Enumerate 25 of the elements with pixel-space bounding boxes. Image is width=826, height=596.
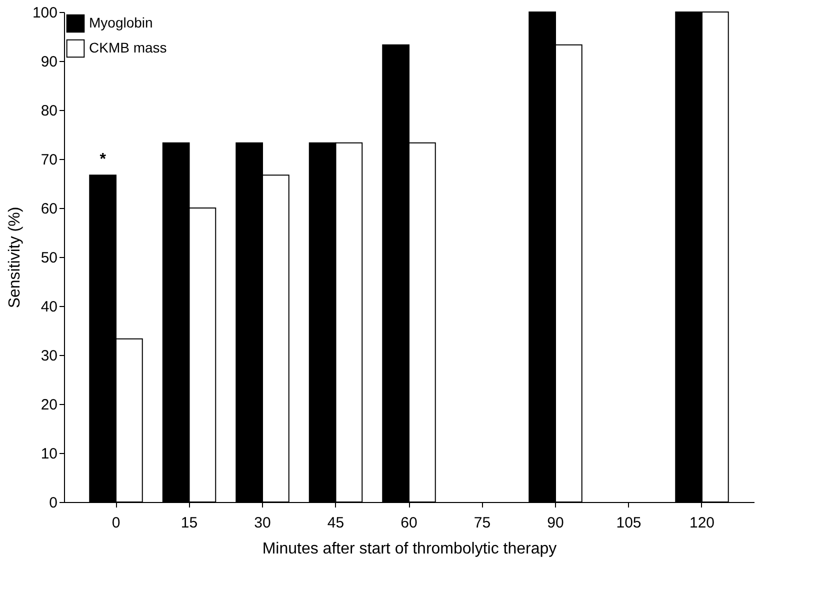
annotation: * bbox=[100, 151, 107, 168]
x-tick-label: 15 bbox=[180, 514, 198, 532]
y-tick-label: 80 bbox=[40, 102, 58, 120]
y-tick-label: 30 bbox=[40, 348, 58, 364]
x-tick-label: 45 bbox=[327, 514, 344, 532]
y-tick-label: 10 bbox=[40, 446, 58, 462]
y-axis-title: Sensitivity (%) bbox=[6, 206, 24, 308]
x-tick-label: 0 bbox=[112, 514, 120, 532]
x-axis-title: Minutes after start of thrombolytic therapy bbox=[262, 540, 557, 558]
y-tick-label: 60 bbox=[40, 200, 58, 218]
x-tick-label: 105 bbox=[616, 514, 642, 532]
x-tick-label: 120 bbox=[689, 514, 715, 532]
x-tick-label: 30 bbox=[254, 514, 271, 532]
x-tick-label: 75 bbox=[474, 514, 491, 532]
x-tick-label: 90 bbox=[547, 514, 564, 532]
y-tick-label: 0 bbox=[49, 494, 58, 512]
y-tick-label: 70 bbox=[40, 152, 58, 168]
legend-label: CKMB mass bbox=[89, 40, 167, 56]
legend-label: Myoglobin bbox=[89, 14, 153, 30]
x-tick-label: 60 bbox=[400, 514, 418, 532]
y-tick-label: 20 bbox=[40, 396, 58, 414]
y-tick-label: 100 bbox=[32, 4, 58, 22]
y-tick-label: 90 bbox=[40, 54, 58, 70]
y-tick-label: 40 bbox=[40, 298, 58, 316]
y-tick-label: 50 bbox=[40, 250, 58, 266]
